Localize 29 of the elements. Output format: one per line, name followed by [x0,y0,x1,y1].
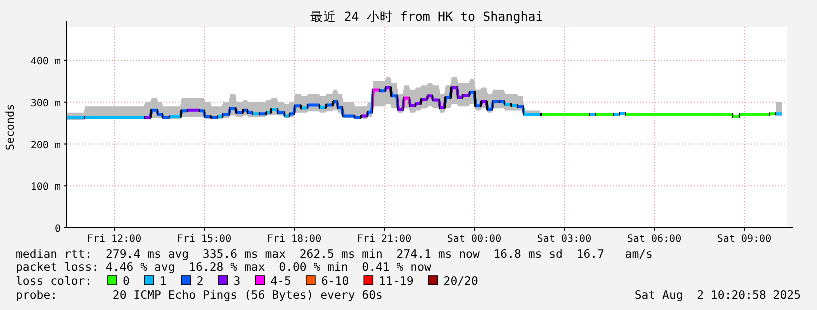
line-series [66,86,784,120]
x-tick-label: Fri 21:00 [357,234,412,245]
x-tick-label: Sat 09:00 [717,234,772,245]
legend-label: 11-19 [379,274,414,288]
chart-title: 最近 24 小时 from HK to Shanghai [310,9,544,24]
y-tick-label: 400 m [30,56,61,68]
x-tick-label: Fri 18:00 [267,234,322,245]
legend-label: 0 [123,274,130,288]
text: Sat Aug 2 10:20:58 2025 [634,288,801,302]
text: median rtt: 279.4 ms avg 335.6 ms max 262.5 ms min 274.1 ms now 16.8 ms sd 16.7 am/s [16,247,653,261]
legend-label: 1 [160,274,167,288]
legend-label: 4-5 [270,274,292,288]
legend-label: 6-10 [321,274,350,288]
text: packet loss: 4.46 % avg 16.28 % max 0.00 % min 0.41 % now [16,260,432,274]
legend-label: 20/20 [444,274,478,288]
legend-label: 3 [234,274,241,288]
y-tick-label: 100 m [30,182,61,194]
legend-label: 2 [196,274,204,288]
x-tick-label: Sat 06:00 [627,234,682,245]
text: probe: 20 ICMP Echo Pings (56 Bytes) every 60s [16,288,383,302]
legend-title: loss color: [16,274,92,288]
x-tick-label: Sat 00:00 [447,234,502,245]
x-tick-label: Fri 15:00 [177,234,232,245]
y-tick-label: 0 [54,224,61,235]
y-tick-label: 200 m [30,140,61,152]
y-axis-title: Seconds [4,104,17,151]
x-tick-label: Sat 03:00 [537,234,592,245]
y-tick-label: 300 m [30,98,61,110]
x-tick-label: Fri 12:00 [87,234,142,245]
